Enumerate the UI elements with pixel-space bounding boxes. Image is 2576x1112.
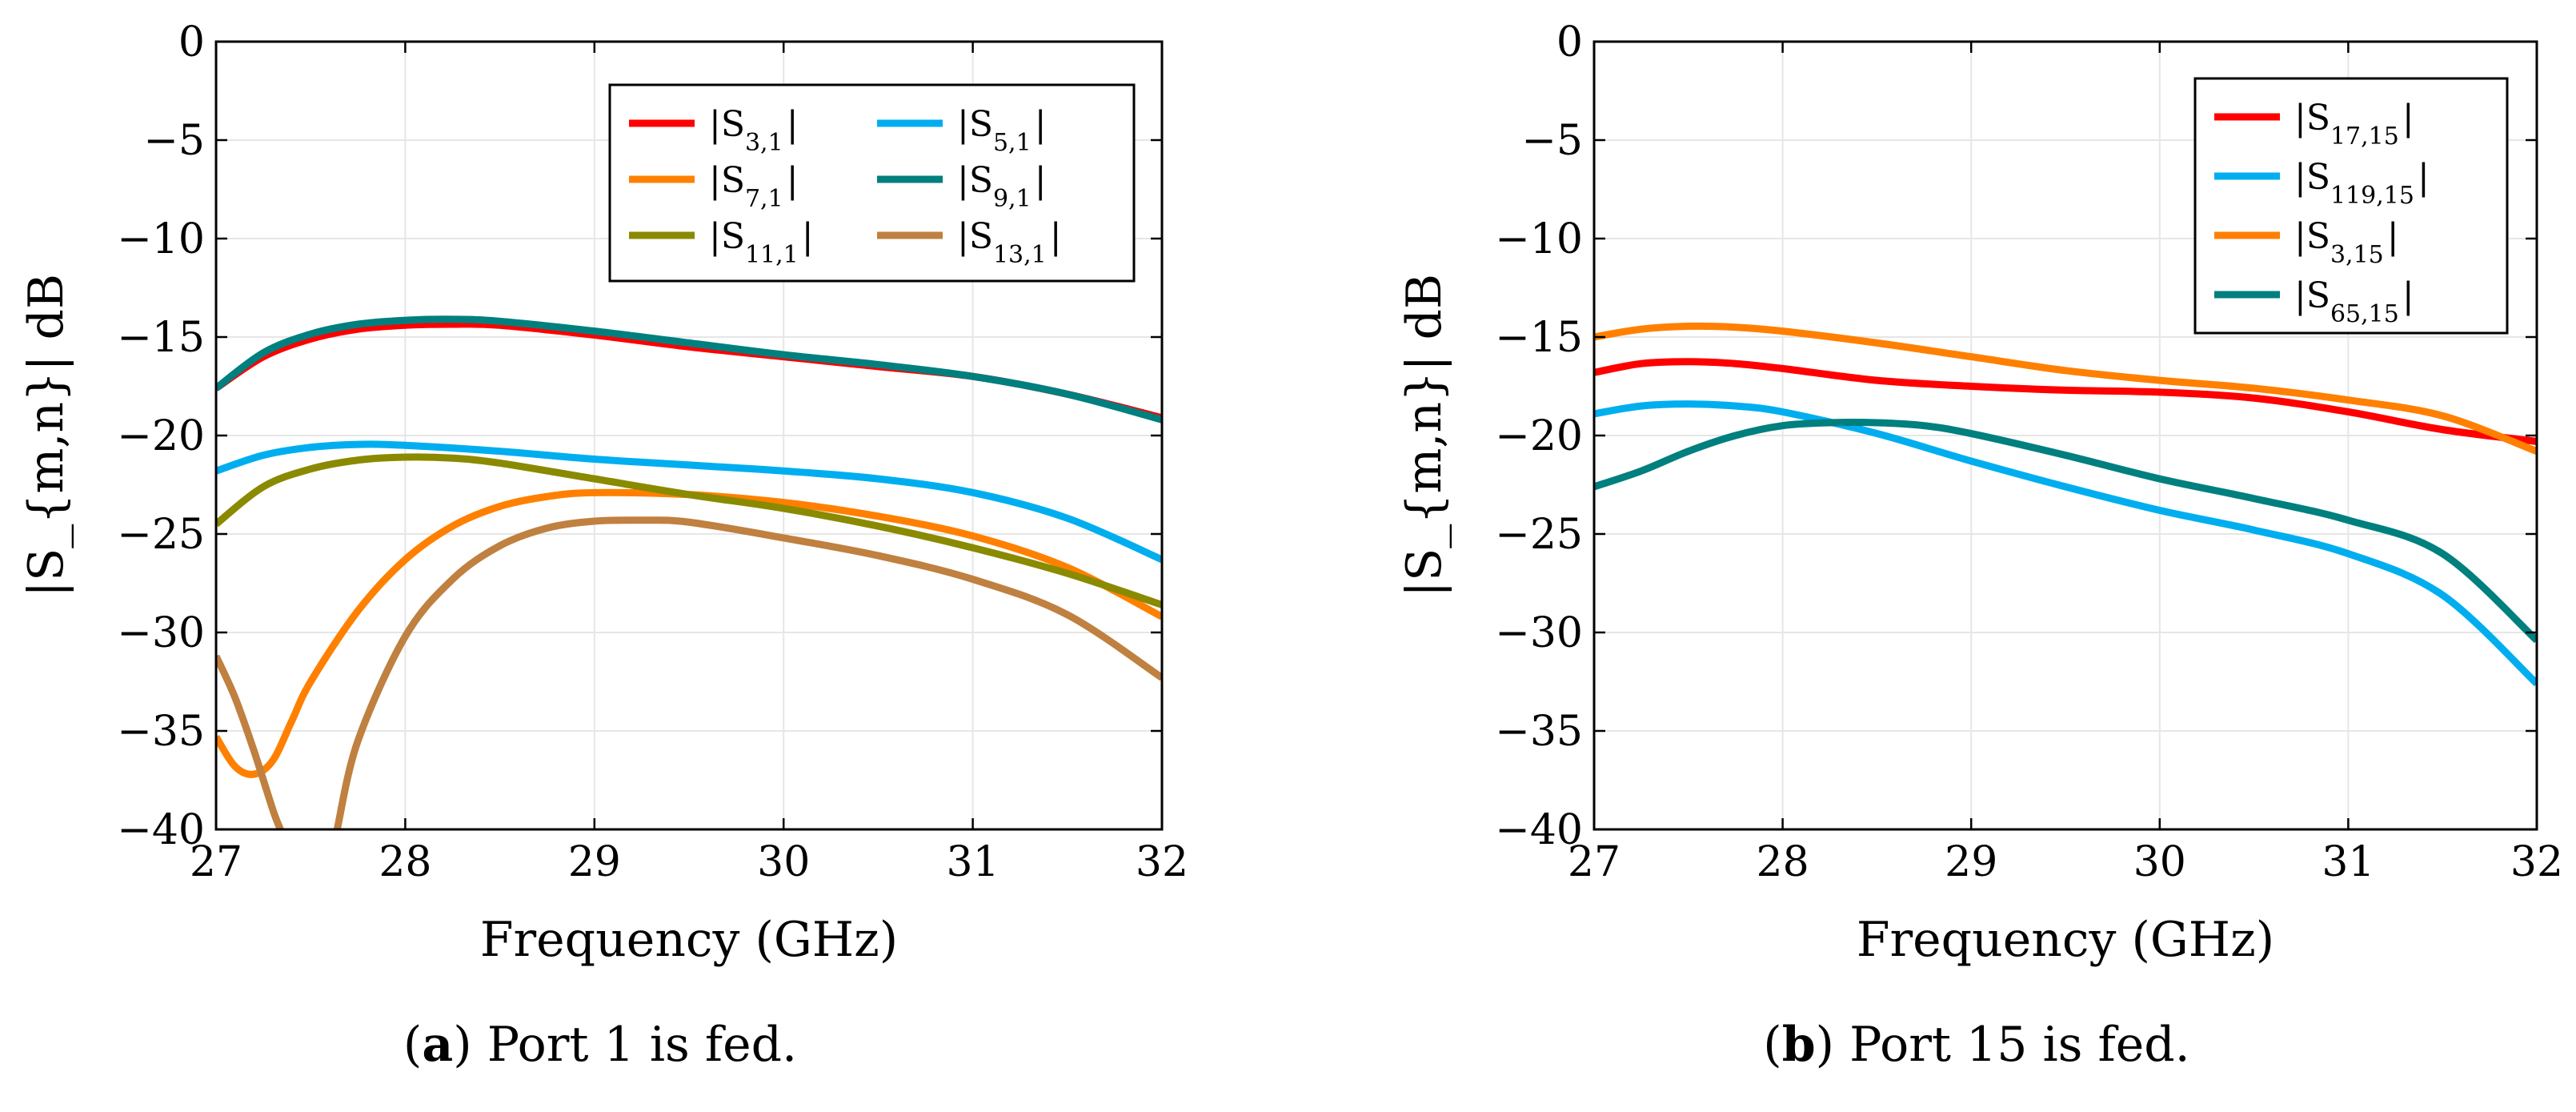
series-line-13-1 xyxy=(333,516,1162,829)
caption-label-a: a xyxy=(422,1017,454,1073)
y-tick-label: −20 xyxy=(117,412,205,460)
legend-entry-bar: | xyxy=(2402,98,2414,138)
legend-entry-subscript: 5,1 xyxy=(993,129,1032,157)
legend-entry-subscript: 3,1 xyxy=(745,129,783,157)
legend-entry-subscript: 119,15 xyxy=(2330,182,2414,210)
legend-box xyxy=(2193,77,2509,335)
y-tick-label: −10 xyxy=(1495,215,1583,263)
x-tick-label: 29 xyxy=(568,838,621,886)
series-line-11-1 xyxy=(216,453,1162,608)
legend-entry-subscript: 17,15 xyxy=(2330,122,2399,151)
x-tick-label: 29 xyxy=(1945,838,1997,886)
series-group xyxy=(216,315,1162,829)
series-line-5-1 xyxy=(216,440,1162,564)
x-axis-label: Frequency (GHz) xyxy=(1857,912,2274,968)
legend-entry-bar: | xyxy=(787,160,799,201)
series-line-13-1 xyxy=(216,654,284,829)
y-tick-label: −25 xyxy=(117,511,205,559)
y-tick-label: −30 xyxy=(117,609,205,657)
y-tick-label: −35 xyxy=(1495,708,1583,756)
x-tick-label: 30 xyxy=(757,838,810,886)
x-tick-label: 30 xyxy=(2133,838,2186,886)
y-tick-label: −15 xyxy=(1495,314,1583,362)
legend-entry: |S17,15| xyxy=(2294,98,2414,151)
chart-panel-a: 27 28 29 30 31 32 0 −5 −10 −15 −20 −25 −30 −35 −40 Freq… xyxy=(18,18,1188,968)
series-line-65-15 xyxy=(1594,419,2537,644)
y-tick-label: −40 xyxy=(117,806,205,854)
x-tick-label: 32 xyxy=(2510,838,2563,886)
y-tick-label: −25 xyxy=(1495,511,1583,559)
legend-entry-bar: | xyxy=(1035,104,1047,145)
legend-entry-bar: | xyxy=(802,216,814,257)
y-tick-label: −5 xyxy=(1521,117,1583,165)
caption-text-b: Port 15 is fed. xyxy=(1849,1017,2190,1073)
y-axis-label: |S_{m,n}| dB xyxy=(1396,274,1452,597)
x-tick-label: 27 xyxy=(190,838,242,886)
series-line-3-1 xyxy=(216,320,1162,422)
x-tick-label: 31 xyxy=(2322,838,2374,886)
x-tick-label: 28 xyxy=(379,838,431,886)
legend-entry-subscript: 13,1 xyxy=(993,241,1047,269)
series-line-119-15 xyxy=(1594,400,2537,687)
legend-entry-bar: | xyxy=(2387,216,2399,257)
y-tick-label: −20 xyxy=(1495,412,1583,460)
caption-label-b: b xyxy=(1781,1017,1816,1073)
y-tick-label: −35 xyxy=(117,708,205,756)
y-tick-label: 0 xyxy=(178,18,205,66)
series-line-17-15 xyxy=(1594,358,2537,445)
legend-entry-subscript: 7,1 xyxy=(745,185,783,213)
legend-entry-subscript: 65,15 xyxy=(2330,300,2399,328)
legend-entry-subscript: 9,1 xyxy=(993,185,1032,213)
series-line-9-1 xyxy=(216,315,1162,424)
series-line-3-15 xyxy=(1594,322,2537,455)
caption-text-a: Port 1 is fed. xyxy=(487,1017,798,1073)
legend-entry-subscript: 11,1 xyxy=(745,241,799,269)
legend-box xyxy=(608,83,1136,283)
caption-panel-b: (b) Port 15 is fed. xyxy=(1763,1017,2190,1073)
y-tick-label: −30 xyxy=(1495,609,1583,657)
series-line-7-1 xyxy=(216,488,1162,778)
legend-entry-subscript: 3,15 xyxy=(2330,241,2384,269)
series-group xyxy=(1594,322,2537,687)
y-axis-label: |S_{m,n}| dB xyxy=(18,274,74,597)
x-tick-label: 27 xyxy=(1568,838,1621,886)
y-tick-label: −10 xyxy=(117,215,205,263)
x-tick-label: 31 xyxy=(947,838,1000,886)
legend-entry-bar: | xyxy=(1050,216,1062,257)
y-tick-label: −5 xyxy=(143,117,205,165)
legend-entry-bar: | xyxy=(1035,160,1047,201)
y-tick-label: −40 xyxy=(1495,806,1583,854)
x-axis-label: Frequency (GHz) xyxy=(480,912,898,968)
y-tick-label: −15 xyxy=(117,314,205,362)
chart-panel-b: 27 28 29 30 31 32 0 −5 −10 −15 −20 −25 −30 −35 −40 Freq… xyxy=(1396,18,2563,968)
x-tick-label: 32 xyxy=(1136,838,1188,886)
legend-entry-bar: | xyxy=(2418,157,2430,198)
y-tick-label: 0 xyxy=(1556,18,1583,66)
caption-panel-a: (a) Port 1 is fed. xyxy=(403,1017,798,1073)
x-tick-label: 28 xyxy=(1757,838,1809,886)
legend-entry-bar: | xyxy=(2402,275,2414,316)
legend-entry-bar: | xyxy=(787,104,799,145)
